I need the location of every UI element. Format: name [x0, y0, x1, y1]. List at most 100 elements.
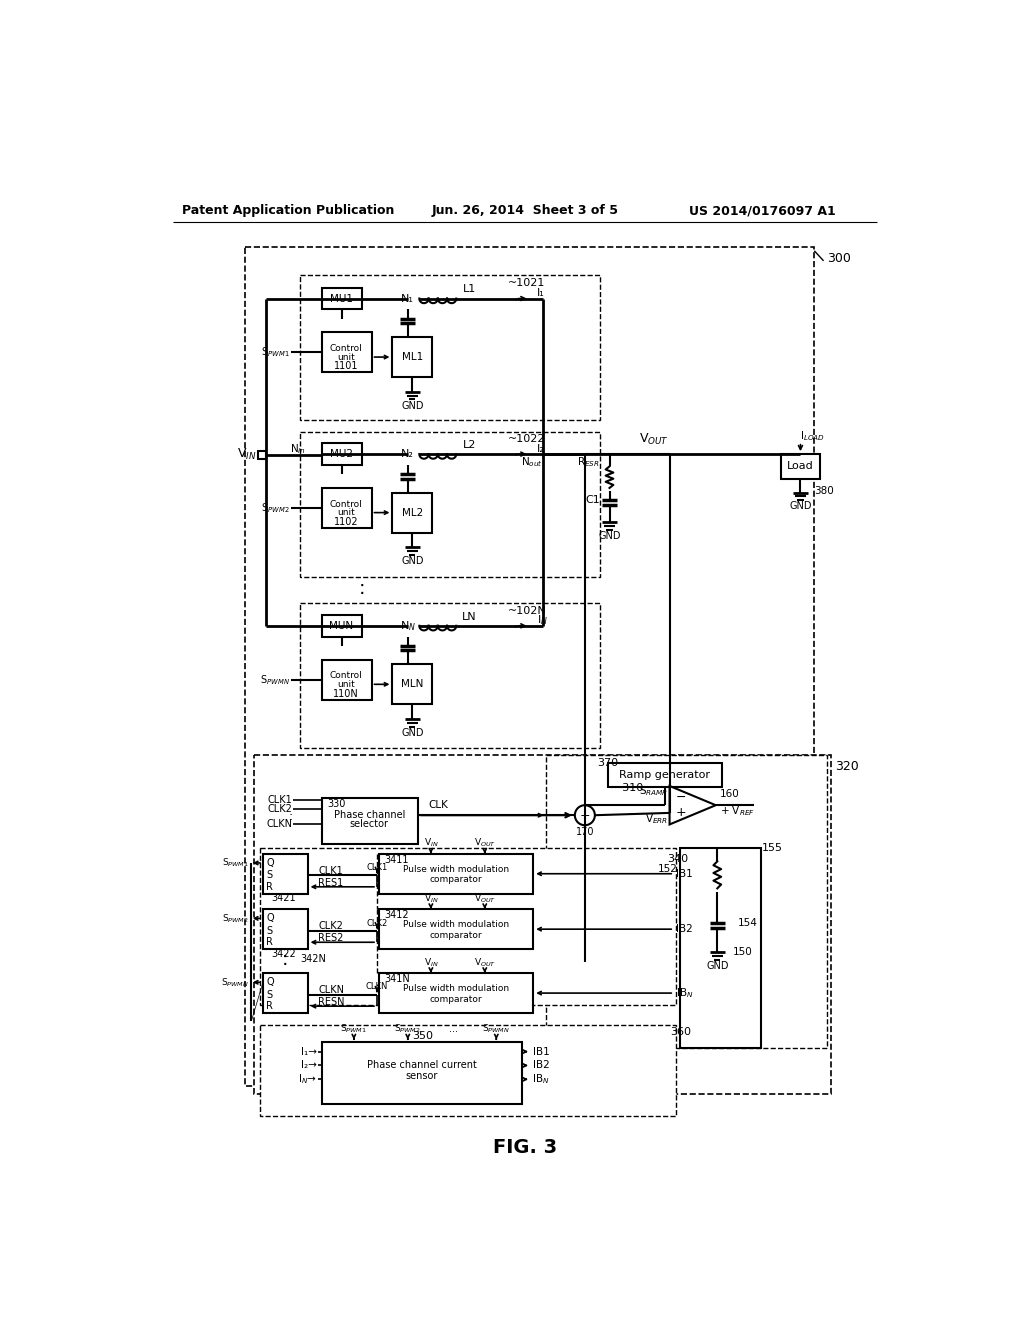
Bar: [300, 432, 600, 577]
Bar: [245, 247, 814, 1086]
Text: 320: 320: [836, 760, 859, 774]
Text: MU2: MU2: [330, 449, 353, 459]
Text: Ramp generator: Ramp generator: [620, 770, 711, 780]
Text: I₁→: I₁→: [301, 1047, 316, 1056]
Text: IB$_N$: IB$_N$: [532, 1072, 550, 1086]
Text: N$_N$: N$_N$: [399, 619, 416, 632]
Text: S$_{PWM1}$: S$_{PWM1}$: [340, 1022, 368, 1035]
Text: + V$_{REF}$: + V$_{REF}$: [720, 804, 755, 818]
Bar: [300, 276, 600, 420]
Text: Q: Q: [266, 913, 273, 924]
Text: MUN: MUN: [330, 620, 353, 631]
Text: I₂: I₂: [538, 444, 545, 454]
Text: Jun. 26, 2014  Sheet 3 of 5: Jun. 26, 2014 Sheet 3 of 5: [431, 205, 618, 218]
Text: R: R: [266, 937, 273, 948]
Text: CLK2: CLK2: [318, 921, 343, 931]
Text: 370: 370: [597, 758, 618, 768]
Text: Pulse width modulation: Pulse width modulation: [403, 920, 509, 929]
Text: IB$_N$: IB$_N$: [676, 986, 693, 1001]
Text: V$_{IN}$: V$_{IN}$: [424, 956, 438, 969]
Text: N$_{in}$: N$_{in}$: [291, 442, 306, 457]
Text: 1102: 1102: [334, 517, 358, 527]
Text: S: S: [266, 990, 272, 999]
Text: GND: GND: [401, 556, 424, 566]
Text: V$_{ERR}$: V$_{ERR}$: [645, 812, 668, 826]
Text: 150: 150: [733, 948, 753, 957]
Text: comparator: comparator: [430, 875, 482, 884]
Bar: [263, 973, 307, 1014]
Text: sensor: sensor: [406, 1072, 438, 1081]
Text: ~1022: ~1022: [508, 434, 546, 445]
Text: unit: unit: [337, 680, 355, 689]
Text: 3422: 3422: [271, 949, 296, 958]
Text: S$_{PWM1}$: S$_{PWM1}$: [261, 346, 290, 359]
Text: ...: ...: [450, 1023, 459, 1034]
Text: IB1: IB1: [676, 869, 692, 879]
Text: GND: GND: [598, 531, 621, 541]
Text: ML1: ML1: [401, 352, 423, 362]
Text: MU1: MU1: [330, 293, 353, 304]
Text: FIG. 3: FIG. 3: [493, 1138, 557, 1158]
Bar: [392, 337, 432, 378]
Bar: [379, 854, 534, 894]
Text: C1: C1: [586, 495, 600, 506]
Bar: [322, 797, 418, 843]
Bar: [258, 451, 266, 459]
Text: ~310: ~310: [614, 783, 644, 793]
Text: IB2: IB2: [676, 924, 692, 935]
Text: 154: 154: [737, 917, 757, 928]
Text: 300: 300: [827, 252, 851, 265]
Bar: [392, 492, 432, 532]
Text: 160: 160: [720, 788, 739, 799]
Bar: [379, 909, 534, 949]
Text: CLK1: CLK1: [267, 795, 292, 805]
Bar: [379, 973, 534, 1014]
Text: 341N: 341N: [385, 974, 411, 985]
Text: CLK2: CLK2: [267, 804, 292, 814]
Bar: [547, 755, 827, 1048]
Bar: [263, 854, 307, 894]
Text: Load: Load: [787, 462, 814, 471]
Text: 155: 155: [762, 842, 783, 853]
Text: S: S: [266, 925, 272, 936]
Text: L1: L1: [463, 284, 476, 294]
Text: 170: 170: [575, 828, 594, 837]
Bar: [322, 660, 372, 700]
Text: I₁: I₁: [538, 288, 545, 298]
Text: Phase channel current: Phase channel current: [367, 1060, 476, 1071]
Bar: [781, 454, 819, 479]
Text: 3412: 3412: [385, 911, 410, 920]
Text: RES2: RES2: [318, 933, 344, 944]
Text: 3411: 3411: [385, 855, 410, 865]
Text: 342N: 342N: [300, 954, 326, 964]
Text: N$_{out}$: N$_{out}$: [521, 455, 544, 470]
Text: Patent Application Publication: Patent Application Publication: [182, 205, 394, 218]
Text: S$_{PWMN}$: S$_{PWMN}$: [482, 1022, 510, 1035]
Bar: [263, 909, 307, 949]
Text: RES1: RES1: [318, 878, 344, 888]
Text: GND: GND: [401, 400, 424, 411]
Bar: [322, 288, 361, 309]
Bar: [322, 615, 361, 636]
Text: Pulse width modulation: Pulse width modulation: [403, 865, 509, 874]
Text: CLK1: CLK1: [367, 863, 388, 873]
Text: comparator: comparator: [430, 931, 482, 940]
Text: Phase channel: Phase channel: [334, 810, 404, 820]
Text: S$_{RAMP}$: S$_{RAMP}$: [639, 784, 668, 799]
Text: comparator: comparator: [430, 995, 482, 1003]
Text: S: S: [266, 870, 272, 880]
Text: V$_{OUT}$: V$_{OUT}$: [474, 956, 496, 969]
Text: US 2014/0176097 A1: US 2014/0176097 A1: [688, 205, 836, 218]
Bar: [322, 444, 361, 465]
Text: I$_N$→: I$_N$→: [298, 1072, 316, 1086]
Text: L2: L2: [463, 440, 476, 450]
Text: S$_{PWM2}$: S$_{PWM2}$: [261, 502, 290, 515]
Polygon shape: [670, 785, 716, 825]
Text: IB2: IB2: [532, 1060, 549, 1071]
Text: S$_{PWMN}$: S$_{PWMN}$: [220, 975, 249, 989]
Bar: [300, 603, 600, 748]
Text: GND: GND: [401, 727, 424, 738]
Text: Q: Q: [266, 858, 273, 869]
Bar: [322, 1043, 521, 1104]
Text: LN: LN: [462, 611, 477, 622]
